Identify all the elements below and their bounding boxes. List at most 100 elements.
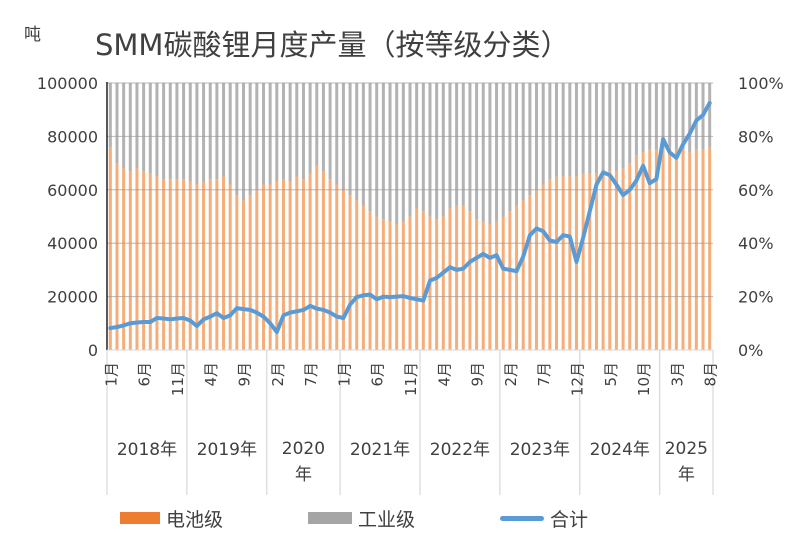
x-tick-label: 8月 [702, 362, 720, 387]
bar-battery [628, 163, 632, 350]
bar-industrial [348, 83, 352, 196]
year-label: 2019年 [197, 440, 257, 460]
bar-battery [135, 168, 139, 350]
bar-industrial [668, 83, 672, 148]
point-total [628, 188, 632, 192]
x-tick-label: 6月 [369, 362, 387, 387]
bar-battery [355, 200, 359, 350]
point-total [634, 178, 638, 182]
point-total [228, 313, 232, 317]
bar-battery [175, 179, 179, 350]
x-tick-label: 1月 [335, 362, 353, 387]
bar-battery [455, 205, 459, 350]
bar-battery [188, 181, 192, 350]
point-total [688, 132, 692, 136]
bar-industrial [475, 83, 479, 220]
y-left-tick-label: 40000 [47, 234, 98, 253]
point-total [142, 320, 146, 324]
bar-battery [681, 149, 685, 350]
legend-item-battery: 电池级 [120, 505, 223, 531]
point-total [341, 316, 345, 320]
x-tick-label: 7月 [302, 362, 320, 387]
bar-battery [381, 219, 385, 350]
bar-battery [182, 179, 186, 350]
bar-industrial [608, 83, 612, 172]
point-total [168, 317, 172, 321]
bar-battery [521, 200, 525, 350]
bar-battery [548, 179, 552, 350]
bar-battery [621, 168, 625, 350]
point-total [541, 229, 545, 233]
bar-industrial [261, 83, 265, 185]
bar-battery [395, 224, 399, 350]
y-right-tick-label: 80% [738, 127, 774, 146]
bar-industrial [148, 83, 152, 174]
bar-battery [255, 189, 259, 350]
bar-industrial [381, 83, 385, 220]
point-total [548, 239, 552, 243]
legend-swatch-industrial [308, 512, 352, 524]
x-tick-label: 2月 [269, 362, 287, 387]
y-right-tick-label: 100% [738, 74, 784, 93]
point-total [421, 299, 425, 303]
bar-battery [481, 221, 485, 350]
point-total [202, 317, 206, 321]
bar-industrial [468, 83, 472, 212]
bar-battery [448, 208, 452, 350]
point-total [448, 265, 452, 269]
bar-industrial [275, 83, 279, 182]
point-total [668, 150, 672, 154]
bar-battery [341, 189, 345, 350]
bar-industrial [674, 83, 678, 150]
bar-battery [421, 211, 425, 350]
point-total [162, 316, 166, 320]
point-total [468, 260, 472, 264]
point-total [495, 253, 499, 257]
year-label: 2020年 [281, 439, 326, 485]
point-total [614, 182, 618, 186]
point-total [248, 308, 252, 312]
bar-battery [321, 171, 325, 350]
bar-battery [508, 211, 512, 350]
point-total [275, 330, 279, 334]
bar-battery [475, 219, 479, 350]
point-total [555, 240, 559, 244]
bar-battery [668, 147, 672, 350]
bar-battery [281, 179, 285, 350]
bar-industrial [541, 83, 545, 185]
bar-industrial [408, 83, 412, 217]
point-total [135, 320, 139, 324]
bar-battery [368, 211, 372, 350]
bar-industrial [168, 83, 172, 180]
bar-industrial [461, 83, 465, 206]
bar-industrial [288, 83, 292, 182]
bar-industrial [688, 83, 692, 153]
bar-battery [115, 163, 119, 350]
bar-industrial [222, 83, 226, 177]
bar-industrial [188, 83, 192, 182]
bar-battery [122, 168, 126, 350]
y-axis-unit: 吨 [24, 25, 41, 45]
point-total [461, 267, 465, 271]
x-tick-label: 4月 [435, 362, 453, 387]
bar-battery [661, 149, 665, 350]
bar-industrial [361, 83, 365, 206]
legend-line-total [500, 515, 544, 521]
bar-industrial [235, 83, 239, 196]
x-tick-label: 5月 [602, 362, 620, 387]
bar-industrial [495, 83, 499, 222]
bar-industrial [508, 83, 512, 212]
year-label: 2021年 [350, 440, 410, 460]
point-total [568, 235, 572, 239]
legend-label-battery: 电池级 [166, 508, 224, 531]
bar-industrial [301, 83, 305, 180]
x-tick-label: 7月 [535, 362, 553, 387]
bar-battery [701, 149, 705, 350]
y-left-tick-label: 20000 [47, 288, 98, 307]
bar-battery [235, 195, 239, 350]
bar-battery [515, 205, 519, 350]
x-tick-label: 10月 [635, 362, 653, 396]
x-tick-label: 4月 [202, 362, 220, 387]
bar-industrial [135, 83, 139, 169]
point-total [255, 311, 259, 315]
